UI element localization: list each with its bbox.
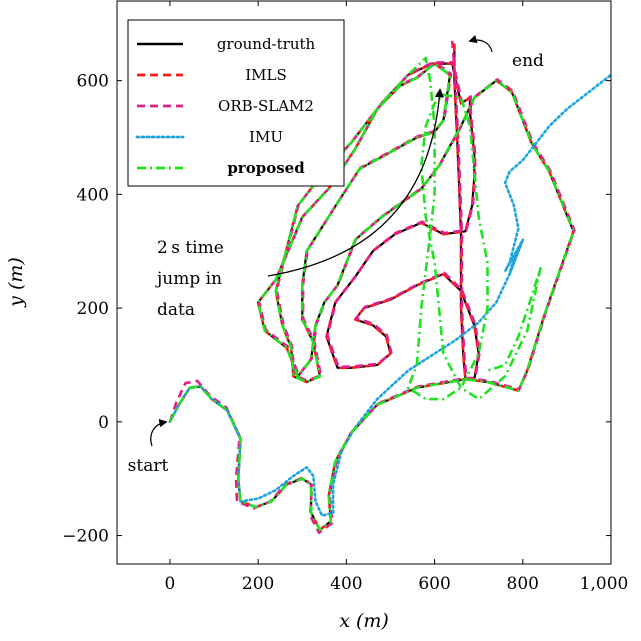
y-tick-label: 400	[77, 185, 109, 205]
legend-label-orb-slam2: ORB-SLAM2	[218, 97, 314, 115]
annotation-time-jump: 2 s time jump in data	[155, 88, 444, 320]
y-tick-label: 0	[98, 413, 109, 433]
x-tick-label: 1,000	[580, 574, 629, 594]
jump-arrow	[267, 88, 444, 277]
legend: ground-truth IMLS ORB-SLAM2 IMU proposed	[127, 19, 345, 187]
x-tick-label: 800	[507, 574, 539, 594]
jump-label-line2: jump in	[155, 269, 222, 289]
start-arrow	[150, 418, 168, 447]
legend-box	[127, 19, 345, 187]
legend-label-imls: IMLS	[245, 66, 287, 84]
y-axis-ticks: −200 0 200 400 600	[62, 72, 611, 547]
plot-frame	[116, 0, 612, 565]
x-tick-label: 200	[242, 574, 274, 594]
end-label: end	[512, 51, 544, 71]
y-tick-label: 200	[77, 299, 109, 319]
jump-label-line1: 2 s time	[157, 238, 224, 258]
annotation-end: end	[468, 35, 544, 71]
x-tick-label: 0	[165, 574, 176, 594]
start-label: start	[128, 456, 169, 476]
x-axis-ticks: 0 200 400 600 800 1,000	[165, 1, 629, 594]
plot-series	[168, 40, 611, 534]
x-axis-title: x (m)	[339, 610, 389, 632]
y-tick-label: 600	[77, 72, 109, 92]
jump-label-line3: data	[157, 300, 195, 320]
legend-label-proposed: proposed	[227, 159, 305, 177]
end-arrow	[468, 35, 493, 53]
x-tick-label: 400	[330, 574, 362, 594]
y-axis-title: y (m)	[5, 257, 27, 308]
y-tick-label: −200	[62, 527, 109, 547]
legend-label-imu: IMU	[249, 128, 283, 146]
annotation-start: start	[128, 418, 169, 476]
legend-label-ground-truth: ground-truth	[217, 35, 316, 53]
x-tick-label: 600	[418, 574, 450, 594]
series-line-proposed	[168, 56, 575, 532]
